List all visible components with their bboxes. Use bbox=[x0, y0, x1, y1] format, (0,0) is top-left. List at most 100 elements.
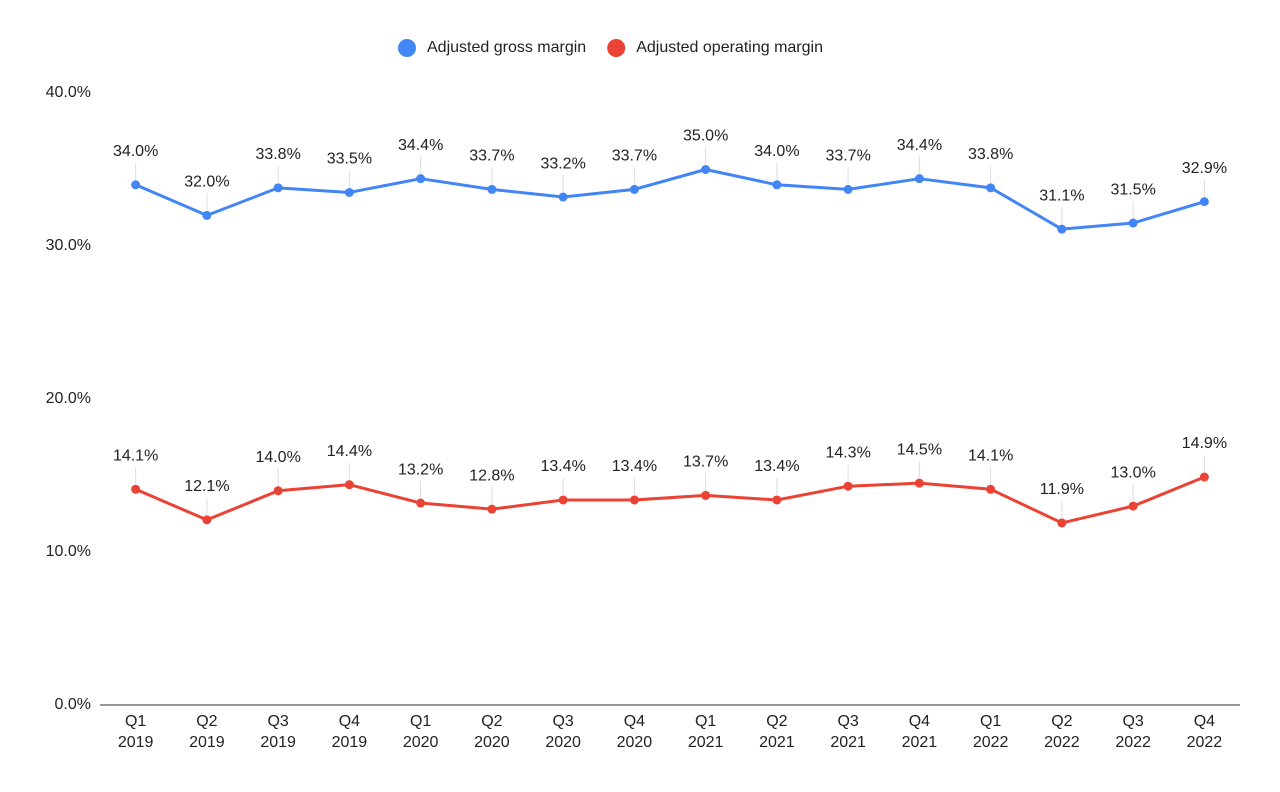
data-point bbox=[701, 165, 711, 174]
x-tick-label: Q2 bbox=[481, 713, 502, 730]
data-label: 13.2% bbox=[398, 461, 443, 478]
data-point bbox=[558, 192, 568, 202]
x-tick-label: Q3 bbox=[552, 713, 573, 730]
x-tick-label: 2021 bbox=[830, 734, 866, 751]
data-point bbox=[487, 504, 497, 514]
data-point bbox=[1057, 518, 1067, 528]
x-tick-label: Q2 bbox=[196, 713, 217, 730]
data-label: 12.8% bbox=[469, 467, 514, 484]
y-tick-label: 0.0% bbox=[55, 696, 91, 713]
data-point bbox=[273, 183, 283, 193]
data-point bbox=[843, 184, 853, 194]
legend-label: Adjusted operating margin bbox=[636, 39, 823, 56]
x-tick-label: 2022 bbox=[1115, 734, 1151, 751]
data-label: 14.1% bbox=[113, 447, 158, 464]
x-tick-label: 2020 bbox=[545, 734, 581, 751]
data-point bbox=[986, 183, 996, 193]
x-tick-label: Q2 bbox=[1051, 713, 1072, 730]
data-point bbox=[629, 495, 639, 505]
data-label: 33.7% bbox=[825, 148, 870, 165]
x-tick-label: Q3 bbox=[267, 713, 288, 730]
data-label: 33.5% bbox=[327, 151, 372, 168]
data-point bbox=[701, 490, 711, 500]
x-tick-label: Q1 bbox=[125, 713, 146, 730]
x-tick-label: Q3 bbox=[837, 713, 858, 730]
legend-label: Adjusted gross margin bbox=[427, 39, 586, 56]
data-label: 32.9% bbox=[1182, 160, 1227, 177]
x-tick-label: Q4 bbox=[339, 713, 360, 730]
data-point bbox=[202, 515, 212, 525]
data-point bbox=[1199, 472, 1209, 482]
data-point bbox=[629, 184, 639, 194]
data-point bbox=[344, 480, 354, 490]
x-tick-label: 2019 bbox=[332, 734, 368, 751]
data-label: 11.9% bbox=[1040, 481, 1084, 498]
data-point bbox=[986, 484, 996, 494]
x-tick-label: Q4 bbox=[909, 713, 930, 730]
x-tick-label: Q1 bbox=[695, 713, 716, 730]
y-tick-label: 10.0% bbox=[46, 543, 91, 560]
x-tick-label: 2022 bbox=[1187, 734, 1223, 751]
x-tick-label: 2020 bbox=[403, 734, 439, 751]
data-point bbox=[1057, 224, 1067, 234]
data-label: 34.0% bbox=[113, 143, 158, 160]
data-point bbox=[202, 210, 212, 220]
x-tick-label: 2022 bbox=[973, 734, 1009, 751]
data-point bbox=[914, 478, 924, 488]
series-line bbox=[135, 168, 1205, 231]
data-point bbox=[344, 187, 354, 197]
series-line bbox=[135, 475, 1205, 525]
data-label: 34.4% bbox=[897, 137, 942, 154]
data-label: 34.0% bbox=[754, 143, 799, 160]
x-tick-label: 2019 bbox=[189, 734, 225, 751]
data-point bbox=[487, 184, 497, 194]
data-point bbox=[914, 174, 924, 184]
x-tick-label: Q4 bbox=[1194, 713, 1215, 730]
x-tick-label: Q4 bbox=[624, 713, 645, 730]
data-label: 33.7% bbox=[612, 148, 657, 165]
data-point bbox=[772, 495, 782, 505]
data-label: 31.5% bbox=[1110, 181, 1155, 198]
data-point bbox=[1128, 218, 1138, 228]
data-point bbox=[416, 174, 426, 184]
legend-marker bbox=[607, 39, 626, 57]
data-point bbox=[558, 495, 568, 505]
data-point bbox=[1199, 197, 1209, 207]
data-point bbox=[1128, 501, 1138, 511]
data-label: 33.2% bbox=[540, 155, 585, 172]
x-tick-label: Q2 bbox=[766, 713, 787, 730]
data-label: 14.9% bbox=[1182, 435, 1227, 452]
x-tick-label: 2019 bbox=[118, 734, 154, 751]
legend-marker bbox=[398, 39, 416, 57]
data-label: 14.4% bbox=[327, 443, 372, 460]
data-point bbox=[416, 498, 426, 508]
x-tick-label: 2019 bbox=[260, 734, 296, 751]
x-tick-label: 2021 bbox=[759, 734, 795, 751]
data-label: 31.1% bbox=[1039, 187, 1084, 204]
data-label: 13.4% bbox=[540, 458, 585, 475]
data-label: 34.4% bbox=[398, 137, 443, 154]
x-tick-label: 2021 bbox=[902, 734, 938, 751]
data-label: 32.0% bbox=[184, 174, 229, 191]
data-label: 13.7% bbox=[683, 454, 728, 471]
x-tick-label: 2020 bbox=[617, 734, 653, 751]
data-label: 14.0% bbox=[255, 449, 300, 466]
data-label: 33.8% bbox=[968, 146, 1013, 163]
data-point bbox=[772, 180, 782, 190]
data-point bbox=[131, 484, 141, 494]
x-tick-label: 2022 bbox=[1044, 734, 1080, 751]
x-tick-label: 2020 bbox=[474, 734, 510, 751]
y-tick-label: 20.0% bbox=[46, 390, 91, 407]
data-label: 33.7% bbox=[469, 148, 514, 165]
data-label: 35.0% bbox=[683, 128, 728, 145]
x-tick-label: Q1 bbox=[980, 713, 1001, 730]
y-tick-label: 40.0% bbox=[46, 84, 91, 101]
data-label: 14.1% bbox=[968, 447, 1013, 464]
y-tick-label: 30.0% bbox=[46, 237, 91, 254]
data-label: 13.4% bbox=[612, 458, 657, 475]
data-point bbox=[131, 180, 141, 190]
x-tick-label: 2021 bbox=[688, 734, 724, 751]
data-point bbox=[843, 481, 853, 491]
data-label: 14.3% bbox=[825, 444, 870, 461]
